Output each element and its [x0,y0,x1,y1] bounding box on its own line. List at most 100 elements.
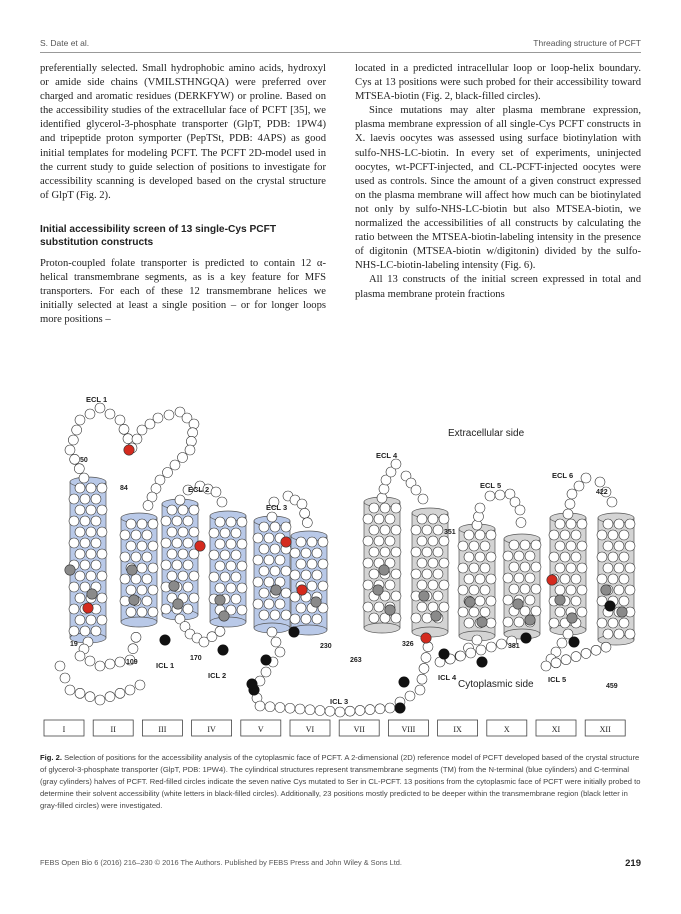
residue-circle [136,606,148,618]
probed-position-residue [260,654,272,666]
probed-position-residue [398,676,410,688]
probed-position-residue [568,636,580,648]
deep-position-residue [270,584,282,596]
residue-circle [379,546,391,558]
residue-circle [524,594,536,606]
residue-circle [596,573,608,585]
residue-circle [236,560,248,572]
deep-position-residue [616,606,628,618]
residue-circle [269,543,281,555]
residue-circle [230,549,242,561]
residue-circle [468,540,480,552]
residue-circle [438,513,450,525]
residue-circle [384,702,396,714]
residue-circle [269,609,281,621]
residue-circle [368,524,380,536]
residue-circle [379,612,391,624]
native-cys-residue [296,584,308,596]
residue-circle [136,518,148,530]
residue-circle [147,606,159,618]
residue-circle [130,551,142,563]
residue-circle [236,604,248,616]
residue-circle [504,488,516,500]
residue-circle [141,551,153,563]
residue-circle [96,548,108,560]
residue-circle [85,482,97,494]
header-rule [40,52,641,53]
loop-label: ECL 5 [480,481,501,490]
residue-circle [455,650,466,662]
residue-circle [530,539,542,551]
residue-circle [373,513,385,525]
residue-circle [390,568,402,580]
residue-circle [177,504,189,516]
residue-circle [421,568,433,580]
running-header-title: Threading structure of PCFT [533,38,641,48]
residue-circle [274,702,286,713]
residue-circle [127,643,139,654]
residue-circle [64,684,76,696]
loop-label: ECL 6 [552,471,573,480]
residue-circle [284,702,296,714]
tm-label: I [63,725,66,734]
residue-circle [565,518,577,530]
residue-circle [602,628,614,640]
residue-circle [171,515,183,527]
residue-circle [380,474,392,486]
residue-circle [554,606,566,618]
residue-circle [468,606,480,618]
residue-circle [294,703,306,715]
residue-circle [438,601,450,613]
residue-circle [432,546,444,558]
extracellular-side-label: Extracellular side [448,428,525,439]
residue-circle [485,551,497,563]
tm-label: X [504,725,510,734]
residue-circle [485,641,497,653]
residue-circle [90,537,102,549]
residue-circle [560,654,572,666]
residue-circle [606,496,618,508]
tm-label: VII [354,725,365,734]
residue-circle [600,641,612,653]
residue-circle [181,412,193,424]
residue-circle [96,592,108,604]
residue-circle [422,641,434,653]
residue-circle [74,414,86,426]
residue-circle [299,508,310,519]
residue-circle [566,488,578,500]
residue-circle [68,493,80,505]
residue-circle [468,562,480,574]
residue-circle [160,603,172,615]
residue-circle [147,518,159,530]
residue-circle [216,496,228,508]
deep-position-residue [512,598,524,610]
residue-circle [274,554,286,566]
residue-circle [600,486,612,498]
residue-circle [118,424,130,435]
residue-circle [54,660,66,672]
deep-position-residue [384,604,396,616]
residue-circle [474,551,486,563]
residue-circle [141,529,153,541]
residue-circle [79,537,91,549]
residue-circle [208,571,220,583]
residue-circle [508,539,520,551]
residue-circle [519,605,531,617]
residue-circle [576,518,588,530]
paragraph: located in a predicted intracellular loo… [355,63,641,103]
residue-circle [379,502,391,514]
residue-circle [114,656,126,668]
residue-circle [576,606,588,618]
residue-circle [502,550,514,562]
probed-position-residue [217,644,229,656]
residue-circle [74,504,86,516]
residue-circle [166,526,178,538]
residue-circle [188,548,200,560]
residue-circle [613,584,625,596]
residue-circle [280,587,292,599]
residue-number-label: 381 [508,643,520,650]
residue-circle [362,579,374,591]
residue-circle [252,554,264,566]
residue-circle [68,581,80,593]
residue-circle [607,573,619,585]
